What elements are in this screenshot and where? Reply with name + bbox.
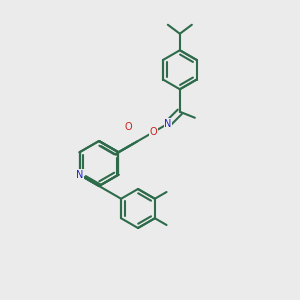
Text: O: O [150,127,158,137]
Text: N: N [164,119,172,129]
Text: O: O [124,122,132,133]
Text: N: N [76,170,83,180]
